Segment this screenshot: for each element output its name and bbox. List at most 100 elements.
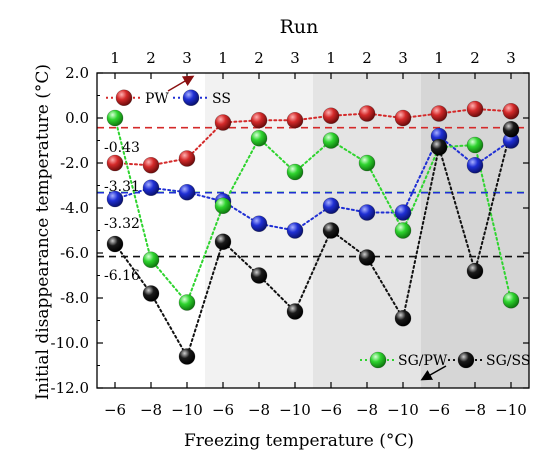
data-points — [106, 100, 520, 365]
y-tick-label: -10.0 — [51, 334, 89, 352]
legend-marker-ss — [182, 89, 200, 107]
point-pw-5 — [250, 111, 268, 129]
arrow-to-bottom-axis — [420, 365, 447, 381]
point-pw-4 — [214, 114, 232, 131]
point-sg-pw-7 — [322, 132, 340, 149]
x-tick-label: −10 — [279, 401, 311, 419]
point-pw-8 — [358, 105, 376, 122]
point-sg-pw-12 — [502, 291, 520, 309]
point-sg-pw-6 — [286, 163, 304, 181]
point-sg-ss-6 — [286, 303, 304, 320]
run-label: 1 — [326, 49, 336, 67]
point-sg-ss-7 — [322, 222, 340, 239]
legend-marker-pw — [115, 89, 133, 107]
x-tick-label: −10 — [495, 401, 527, 419]
point-sg-ss-4 — [214, 233, 232, 251]
x-tick-label: −8 — [356, 401, 378, 419]
point-pw-10 — [430, 105, 448, 122]
x-tick-label: −6 — [104, 401, 126, 419]
legend-label-ss: SS — [212, 91, 231, 107]
point-sg-ss-10 — [430, 138, 448, 156]
x-tick-label: −8 — [464, 401, 486, 419]
legend-marker-sg-ss — [457, 351, 475, 369]
run-label: 1 — [218, 49, 228, 67]
x-tick-label: −8 — [248, 401, 270, 419]
point-sg-ss-1 — [106, 235, 124, 253]
run-label: 1 — [434, 49, 444, 67]
x-tick-label: −8 — [140, 401, 162, 419]
y-tick-label: -8.0 — [60, 289, 89, 307]
point-sg-ss-9 — [394, 309, 412, 327]
point-ss-5 — [250, 215, 268, 233]
run-label: 2 — [362, 49, 372, 67]
point-sg-ss-12 — [502, 120, 520, 138]
point-pw-6 — [286, 111, 304, 129]
y-tick-label: 2.0 — [65, 64, 89, 82]
y-tick-label: -6.0 — [60, 244, 89, 262]
point-ss-3 — [178, 183, 196, 201]
reference-line-label-2: -3.31 — [104, 179, 140, 195]
point-ss-9 — [394, 204, 412, 221]
legends: PW SS SG/PW SG/SS — [106, 75, 530, 381]
point-pw-2 — [142, 156, 160, 174]
legend-marker-sg-pw — [369, 351, 387, 369]
run-label: 3 — [182, 49, 192, 67]
x-axis: −6 −8 −10 −6 −8 −10 −6 −8 −10 −6 −8 −10 — [104, 382, 527, 419]
point-sg-pw-9 — [394, 222, 412, 239]
reference-line-labels: -0.43 -3.31 -3.32 -6.16 — [104, 140, 140, 284]
point-sg-ss-2 — [142, 285, 160, 302]
point-sg-pw-8 — [358, 154, 376, 172]
y-axis-label: Initial disappearance temperature (°C) — [33, 64, 53, 400]
x-tick-label: −6 — [428, 401, 450, 419]
run-label: 3 — [506, 49, 516, 67]
y-tick-label: -4.0 — [60, 199, 89, 217]
point-pw-12 — [502, 102, 520, 120]
point-sg-pw-5 — [250, 129, 268, 147]
run-label: 2 — [470, 49, 480, 67]
y-tick-label: 0.0 — [65, 109, 89, 127]
point-pw-3 — [178, 150, 196, 167]
reference-line-label-4: -6.16 — [104, 268, 140, 284]
x-tick-label: −6 — [212, 401, 234, 419]
top-axis-label: Run — [280, 16, 319, 38]
x-axis-label: Freezing temperature (°C) — [184, 431, 414, 451]
x-tick-label: −10 — [171, 401, 203, 419]
point-ss-2 — [142, 179, 160, 197]
arrow-to-top-axis — [167, 75, 195, 92]
series-line-sg-ss — [114, 128, 512, 359]
point-pw-7 — [322, 107, 340, 125]
x-tick-label: −10 — [387, 401, 419, 419]
point-sg-ss-11 — [466, 262, 484, 280]
point-sg-pw-2 — [142, 251, 160, 269]
point-ss-11 — [466, 156, 484, 174]
point-sg-ss-8 — [358, 249, 376, 266]
run-label: 2 — [146, 49, 156, 67]
reference-line-label-1: -0.43 — [104, 140, 140, 156]
legend-label-sg-ss: SG/SS — [486, 353, 530, 369]
reference-line-label-3: -3.32 — [104, 216, 140, 232]
point-ss-8 — [358, 204, 376, 221]
point-pw-9 — [394, 109, 412, 127]
legend-label-pw: PW — [145, 91, 169, 107]
top-axis: 1 2 3 1 2 3 1 2 3 1 2 3 — [110, 49, 516, 79]
run-label: 1 — [110, 49, 120, 67]
point-sg-pw-11 — [466, 136, 484, 154]
run-label: 3 — [398, 49, 408, 67]
run-label: 2 — [254, 49, 264, 67]
y-axis: 2.0 0.0 -2.0 -4.0 -6.0 -8.0 -10.0 -12.0 — [51, 64, 529, 397]
legend-label-sg-pw: SG/PW — [398, 353, 448, 369]
point-ss-6 — [286, 222, 304, 239]
point-ss-1 — [106, 190, 124, 208]
point-sg-pw-1 — [106, 109, 124, 127]
x-tick-label: −6 — [320, 401, 342, 419]
point-pw-11 — [466, 100, 484, 118]
y-tick-label: -12.0 — [51, 379, 89, 397]
point-sg-pw-3 — [178, 294, 196, 311]
point-ss-7 — [322, 197, 340, 215]
point-sg-pw-4 — [214, 197, 232, 215]
point-sg-ss-5 — [250, 267, 268, 284]
run-label: 3 — [290, 49, 300, 67]
reference-lines — [97, 126, 529, 258]
point-sg-ss-3 — [178, 348, 196, 365]
